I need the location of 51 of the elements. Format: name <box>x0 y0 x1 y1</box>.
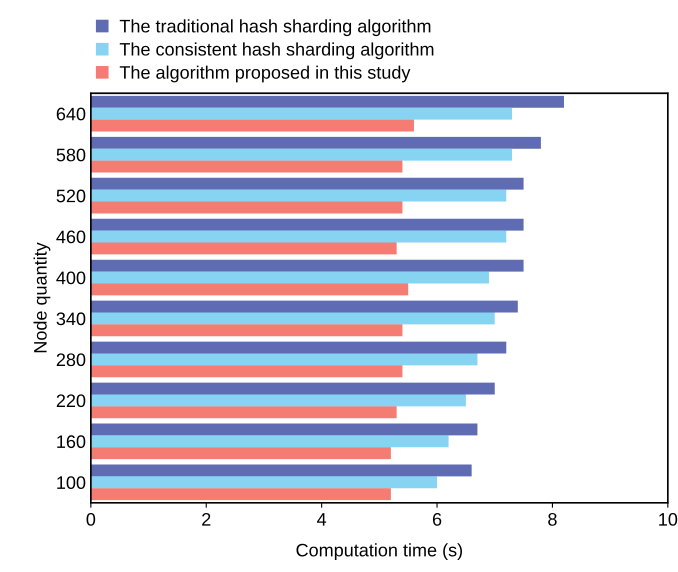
y-axis-title: Node quantity <box>33 242 50 352</box>
x-tick-label: 6 <box>432 512 442 526</box>
bar <box>90 354 478 366</box>
bar <box>90 464 472 476</box>
x-tick-label: 10 <box>659 512 678 526</box>
bar <box>90 108 512 120</box>
legend-label: The traditional hash sharding algorithm <box>120 19 430 36</box>
bar <box>90 242 397 254</box>
legend-label: The consistent hash sharding algorithm <box>120 42 434 60</box>
y-tick-label: 580 <box>56 148 86 162</box>
bar <box>90 230 506 243</box>
x-axis-title: Computation time (s) <box>296 543 462 560</box>
bar <box>90 476 438 488</box>
bar <box>90 447 391 460</box>
bar <box>90 406 397 418</box>
y-tick-label: 280 <box>56 353 86 366</box>
y-tick-label: 340 <box>56 312 86 326</box>
y-tick-label: 520 <box>56 190 86 202</box>
x-tick-label: 4 <box>317 513 326 526</box>
legend-label: The algorithm proposed in this study <box>120 66 410 82</box>
x-tick-label: 2 <box>202 512 210 526</box>
x-tick-label: 0 <box>86 512 96 526</box>
y-tick-label: 160 <box>57 435 86 448</box>
bar <box>90 160 402 172</box>
bar <box>90 136 541 149</box>
bar <box>90 202 402 214</box>
bar <box>90 488 391 500</box>
bar <box>90 312 495 324</box>
bar <box>90 218 524 231</box>
bar <box>90 382 495 394</box>
bar <box>90 424 478 436</box>
bar <box>90 96 564 108</box>
bar <box>90 342 506 354</box>
bar <box>90 324 402 336</box>
y-tick-label: 400 <box>56 271 86 284</box>
y-tick-label: 100 <box>57 476 86 490</box>
bar <box>90 120 414 132</box>
y-tick-label: 460 <box>56 230 86 244</box>
bar <box>90 435 449 448</box>
x-tick-label: 8 <box>548 512 557 526</box>
bar <box>90 300 518 313</box>
bar <box>90 394 466 406</box>
y-tick-label: 640 <box>56 108 86 120</box>
y-tick-label: 220 <box>56 394 86 408</box>
bar <box>90 365 402 378</box>
bar <box>90 178 524 190</box>
bar <box>90 283 408 296</box>
bar <box>90 190 506 202</box>
bar <box>90 148 512 161</box>
bar <box>90 272 489 284</box>
bar <box>90 260 524 272</box>
